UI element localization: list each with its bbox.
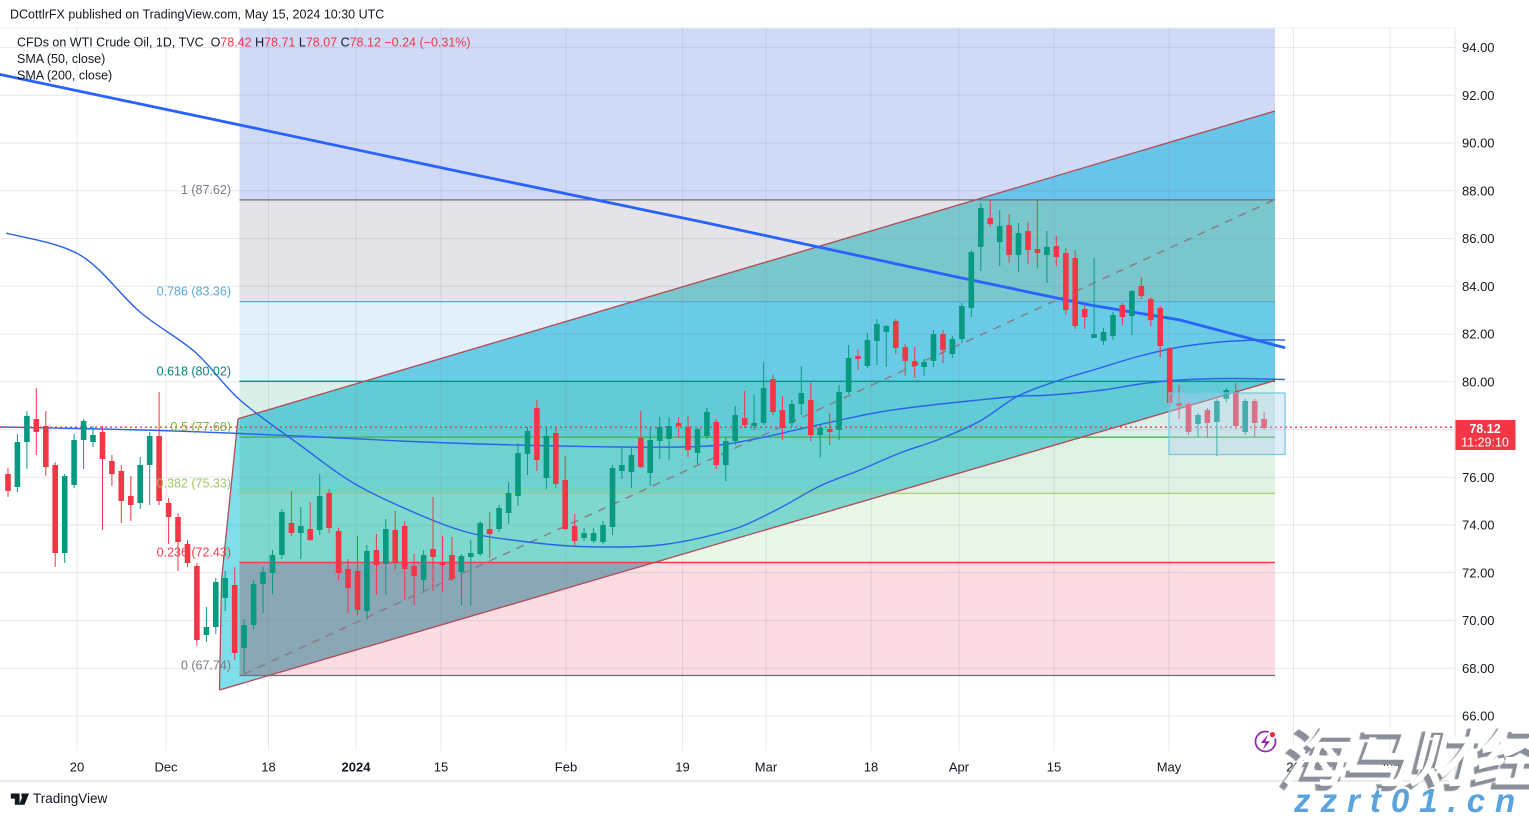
svg-text:15: 15	[434, 760, 448, 775]
svg-text:68.00: 68.00	[1462, 661, 1495, 676]
svg-text:86.00: 86.00	[1462, 231, 1495, 246]
svg-text:0.618 (80.02): 0.618 (80.02)	[157, 364, 231, 378]
svg-text:74.00: 74.00	[1462, 518, 1495, 533]
svg-text:20: 20	[70, 760, 84, 775]
svg-text:0.786 (83.36): 0.786 (83.36)	[157, 285, 231, 299]
svg-text:0.5 (77.68): 0.5 (77.68)	[171, 420, 231, 434]
svg-text:94.00: 94.00	[1462, 40, 1495, 55]
svg-text:72.00: 72.00	[1462, 565, 1495, 580]
svg-text:DCottlrFX published on Trading: DCottlrFX published on TradingView.com, …	[10, 8, 384, 22]
svg-text:0 (67.74): 0 (67.74)	[181, 659, 231, 673]
svg-text:Apr: Apr	[949, 760, 970, 775]
svg-text:2024: 2024	[342, 760, 372, 775]
svg-text:SMA (50, close): SMA (50, close)	[17, 52, 105, 66]
svg-text:84.00: 84.00	[1462, 279, 1495, 294]
svg-text:0.382 (75.33): 0.382 (75.33)	[157, 476, 231, 490]
svg-text:66.00: 66.00	[1462, 709, 1495, 724]
svg-text:76.00: 76.00	[1462, 470, 1495, 485]
svg-text:海马财经: 海马财经	[1281, 720, 1529, 794]
svg-text:18: 18	[261, 760, 275, 775]
svg-text:Dec: Dec	[154, 760, 178, 775]
svg-text:19: 19	[675, 760, 689, 775]
svg-text:20: 20	[1286, 760, 1300, 775]
svg-text:80.00: 80.00	[1462, 374, 1495, 389]
svg-text:0.236 (72.43): 0.236 (72.43)	[157, 546, 231, 560]
svg-text:TradingView: TradingView	[33, 791, 108, 806]
svg-text:SMA (200, close): SMA (200, close)	[17, 69, 112, 83]
svg-text:May: May	[1157, 760, 1182, 775]
svg-text:Mar: Mar	[755, 760, 778, 775]
svg-text:Feb: Feb	[555, 760, 577, 775]
svg-text:18: 18	[864, 760, 878, 775]
svg-text:1 (87.62): 1 (87.62)	[181, 183, 231, 197]
svg-text:11:29:10: 11:29:10	[1461, 436, 1509, 450]
svg-text:Jun: Jun	[1380, 760, 1401, 775]
svg-text:70.00: 70.00	[1462, 613, 1495, 628]
svg-text:88.00: 88.00	[1462, 183, 1495, 198]
svg-text:82.00: 82.00	[1462, 327, 1495, 342]
svg-text:92.00: 92.00	[1462, 88, 1495, 103]
svg-text:90.00: 90.00	[1462, 136, 1495, 151]
svg-text:15: 15	[1047, 760, 1061, 775]
svg-text:zzrt01.cn: zzrt01.cn	[1293, 782, 1525, 817]
svg-text:78.12: 78.12	[1469, 422, 1500, 436]
svg-text:CFDs on WTI Crude Oil, 1D, TVC: CFDs on WTI Crude Oil, 1D, TVC O78.42 H7…	[17, 36, 471, 50]
